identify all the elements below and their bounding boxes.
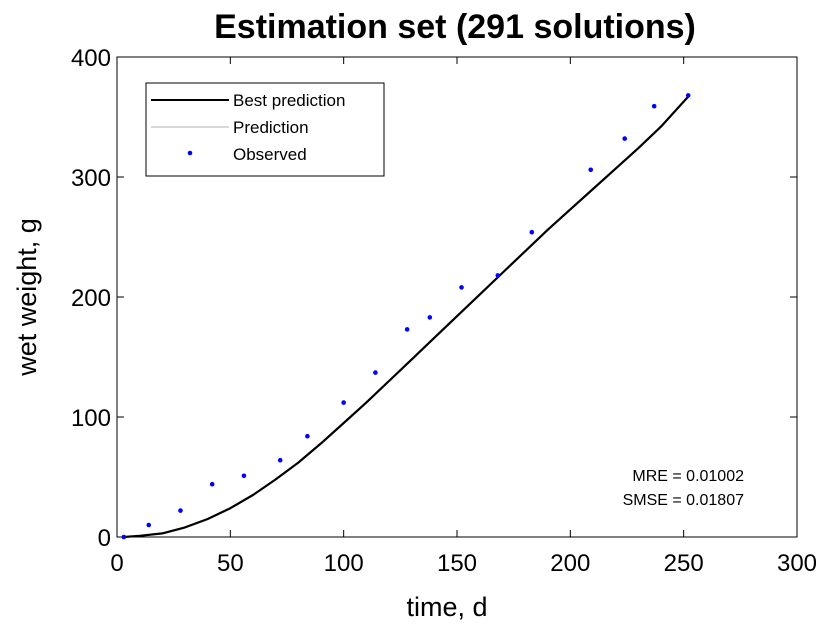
observed-point bbox=[588, 167, 594, 173]
y-tick-label: 400 bbox=[71, 45, 111, 72]
observed-point bbox=[178, 508, 183, 513]
x-tick-label: 250 bbox=[664, 550, 704, 577]
legend-prediction-label: Prediction bbox=[233, 118, 309, 137]
observed-point bbox=[209, 481, 215, 487]
observed-point bbox=[529, 229, 535, 235]
y-axis-label: wet weight, g bbox=[12, 218, 42, 377]
observed-point bbox=[404, 327, 410, 332]
observed-point bbox=[341, 400, 346, 405]
legend-observed-label: Observed bbox=[233, 145, 307, 164]
y-tick-label: 0 bbox=[98, 525, 111, 552]
legend: Best prediction Prediction Observed bbox=[145, 82, 385, 177]
observed-point bbox=[121, 534, 127, 540]
x-tick-label: 150 bbox=[437, 550, 477, 577]
observed-point bbox=[427, 315, 433, 320]
x-axis-label: time, d bbox=[406, 592, 487, 622]
y-tick-label: 200 bbox=[71, 285, 111, 312]
legend-best-prediction-label: Best prediction bbox=[233, 91, 345, 110]
observed-point bbox=[459, 285, 464, 290]
best-prediction-line bbox=[122, 95, 690, 539]
x-tick-label: 100 bbox=[324, 550, 364, 577]
observed-point bbox=[685, 93, 691, 98]
x-axis: 0 50 100 150 200 250 300 bbox=[110, 57, 817, 577]
legend-box bbox=[145, 82, 385, 177]
smse-annotation: SMSE = 0.01807 bbox=[623, 492, 745, 509]
x-tick-label: 50 bbox=[217, 550, 244, 577]
y-axis: 0 100 200 300 400 bbox=[71, 45, 797, 552]
legend-observed-marker bbox=[187, 150, 193, 156]
observed-point bbox=[241, 473, 247, 479]
observed-point bbox=[651, 103, 657, 109]
observed-point bbox=[622, 136, 628, 141]
y-tick-label: 300 bbox=[71, 165, 111, 192]
x-tick-label: 200 bbox=[550, 550, 590, 577]
x-tick-label: 0 bbox=[110, 550, 123, 577]
mre-annotation: MRE = 0.01002 bbox=[632, 468, 744, 485]
observed-point bbox=[277, 457, 283, 463]
observed-point bbox=[146, 522, 152, 528]
observed-point bbox=[373, 370, 378, 375]
observed-point bbox=[305, 433, 310, 439]
series-layer bbox=[121, 93, 691, 540]
y-tick-label: 100 bbox=[71, 405, 111, 432]
x-tick-label: 300 bbox=[777, 550, 817, 577]
chart-title: Estimation set (291 solutions) bbox=[214, 8, 696, 46]
observed-point bbox=[495, 273, 501, 278]
